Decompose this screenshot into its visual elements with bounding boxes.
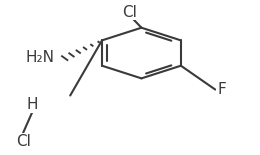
Text: Cl: Cl bbox=[16, 133, 31, 148]
Text: Cl: Cl bbox=[122, 4, 138, 20]
Text: F: F bbox=[217, 82, 226, 97]
Text: H₂N: H₂N bbox=[26, 50, 55, 65]
Text: H: H bbox=[26, 97, 38, 112]
